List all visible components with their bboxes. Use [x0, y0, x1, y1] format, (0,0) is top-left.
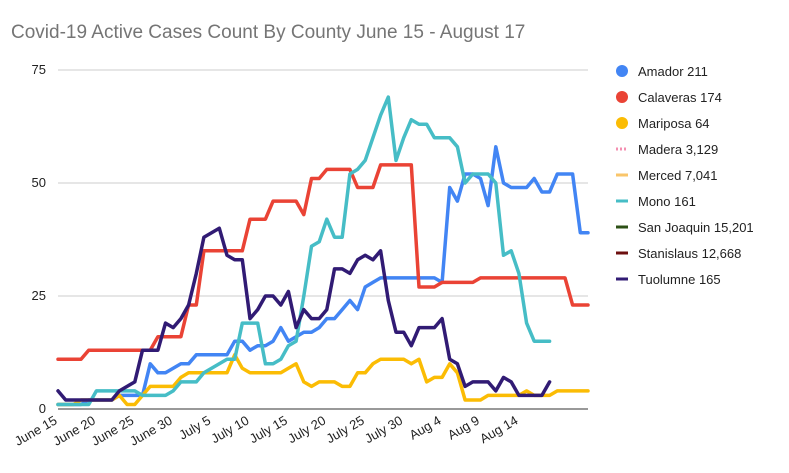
x-tick-label: July 25: [324, 413, 367, 447]
x-tick-label: Aug 4: [407, 413, 444, 443]
series-lines: [56, 95, 590, 407]
chart-title: Covid-19 Active Cases Count By County Ju…: [11, 22, 526, 43]
legend-marker: [616, 91, 628, 103]
series-line-1: [56, 163, 590, 362]
series-line-8: [56, 226, 552, 402]
legend-label: Calaveras 174: [638, 90, 722, 105]
series-line-0: [56, 145, 590, 407]
legend-label: Merced 7,041: [638, 168, 718, 183]
x-tick-label: Aug 14: [477, 413, 520, 447]
y-tick-label: 75: [32, 62, 46, 77]
legend-marker: [616, 65, 628, 77]
legend-label: Madera 3,129: [638, 142, 718, 157]
series-line-2: [56, 353, 590, 407]
y-tick-label: 50: [32, 175, 46, 190]
series-line-5: [56, 95, 552, 407]
x-tick-label: July 5: [176, 413, 213, 443]
legend-label: San Joaquin 15,201: [638, 220, 754, 235]
legend-label: Amador 211: [638, 64, 708, 79]
legend-label: Mono 161: [638, 194, 696, 209]
x-tick-label: July 10: [208, 413, 251, 447]
x-tick-label: June 20: [50, 413, 98, 449]
x-tick-label: June 15: [12, 413, 60, 449]
x-tick-label: July 30: [362, 413, 405, 447]
x-tick-label: July 15: [247, 413, 290, 447]
y-tick-label: 25: [32, 288, 46, 303]
x-tick-label: Aug 9: [445, 413, 482, 443]
x-tick-label: July 20: [285, 413, 328, 447]
legend-marker: [616, 117, 628, 129]
gridlines: [58, 69, 588, 410]
x-tick-label: June 30: [127, 413, 175, 449]
legend: Amador 211 Calaveras 174 Mariposa 64 Madera…: [616, 64, 754, 287]
y-tick-label: 0: [39, 401, 46, 416]
legend-label: Tuolumne 165: [638, 272, 721, 287]
x-tick-label: June 25: [89, 413, 137, 449]
legend-label: Stanislaus 12,668: [638, 246, 741, 261]
legend-label: Mariposa 64: [638, 116, 710, 131]
